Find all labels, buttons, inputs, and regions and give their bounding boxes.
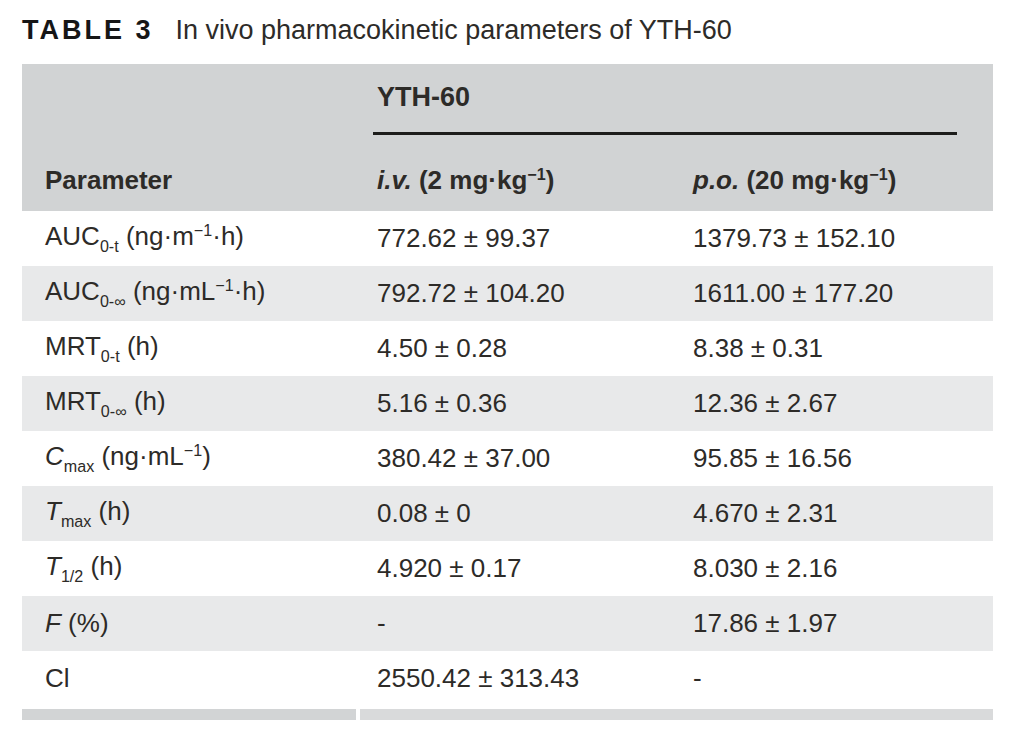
table-body: AUC0-t (ng·m−1·h) 772.62 ± 99.37 1379.73… xyxy=(22,211,993,706)
page: TABLE 3 In vivo pharmacokinetic parameter… xyxy=(0,0,1019,732)
pharmacokinetics-table: YTH-60 Parameter i.v. (2 mg·kg−1) p.o. (… xyxy=(22,64,993,720)
param-cell: Tmax (h) xyxy=(22,496,377,531)
table-header: YTH-60 Parameter i.v. (2 mg·kg−1) p.o. (… xyxy=(22,64,993,211)
col-header-iv: i.v. (2 mg·kg−1) xyxy=(377,165,693,196)
po-value-cell: 8.030 ± 2.16 xyxy=(693,553,993,584)
po-value-cell: 95.85 ± 16.56 xyxy=(693,443,993,474)
column-group-label: YTH-60 xyxy=(377,82,470,113)
param-cell: AUC0-t (ng·m−1·h) xyxy=(22,221,377,256)
table-bottom-rule xyxy=(22,709,993,720)
po-value-cell: 17.86 ± 1.97 xyxy=(693,608,993,639)
iv-value-cell: - xyxy=(377,608,693,639)
iv-value-cell: 772.62 ± 99.37 xyxy=(377,223,693,254)
param-cell: Cmax (ng·mL−1) xyxy=(22,441,377,476)
param-cell: Cl xyxy=(22,663,377,694)
column-group-rule xyxy=(373,132,957,135)
po-value-cell: 1379.73 ± 152.10 xyxy=(693,223,993,254)
iv-value-cell: 4.50 ± 0.28 xyxy=(377,333,693,364)
table-row: AUC0-∞ (ng·mL−1·h) 792.72 ± 104.20 1611.… xyxy=(22,266,993,321)
param-cell: MRT0-t (h) xyxy=(22,331,377,366)
po-value-cell: 12.36 ± 2.67 xyxy=(693,388,993,419)
table-row: MRT0-t (h) 4.50 ± 0.28 8.38 ± 0.31 xyxy=(22,321,993,376)
iv-value-cell: 5.16 ± 0.36 xyxy=(377,388,693,419)
col-header-parameter: Parameter xyxy=(22,165,377,196)
param-cell: F (%) xyxy=(22,608,377,639)
table-row: MRT0-∞ (h) 5.16 ± 0.36 12.36 ± 2.67 xyxy=(22,376,993,431)
po-value-cell: 8.38 ± 0.31 xyxy=(693,333,993,364)
table-caption: In vivo pharmacokinetic parameters of YT… xyxy=(176,15,732,45)
po-value-cell: - xyxy=(693,663,993,694)
table-row: F (%) - 17.86 ± 1.97 xyxy=(22,596,993,651)
table-row: Tmax (h) 0.08 ± 0 4.670 ± 2.31 xyxy=(22,486,993,541)
param-cell: AUC0-∞ (ng·mL−1·h) xyxy=(22,276,377,311)
iv-value-cell: 0.08 ± 0 xyxy=(377,498,693,529)
param-cell: T1/2 (h) xyxy=(22,551,377,586)
iv-value-cell: 2550.42 ± 313.43 xyxy=(377,663,693,694)
table-number: TABLE 3 xyxy=(22,15,154,45)
table-title: TABLE 3 In vivo pharmacokinetic parameter… xyxy=(22,11,732,49)
bottom-rule-right-segment xyxy=(360,709,993,720)
table-row: T1/2 (h) 4.920 ± 0.17 8.030 ± 2.16 xyxy=(22,541,993,596)
table-row: Cmax (ng·mL−1) 380.42 ± 37.00 95.85 ± 16… xyxy=(22,431,993,486)
iv-value-cell: 4.920 ± 0.17 xyxy=(377,553,693,584)
iv-value-cell: 792.72 ± 104.20 xyxy=(377,278,693,309)
param-cell: MRT0-∞ (h) xyxy=(22,386,377,421)
po-value-cell: 1611.00 ± 177.20 xyxy=(693,278,993,309)
col-header-po: p.o. (20 mg·kg−1) xyxy=(693,165,993,196)
table-row: AUC0-t (ng·m−1·h) 772.62 ± 99.37 1379.73… xyxy=(22,211,993,266)
po-value-cell: 4.670 ± 2.31 xyxy=(693,498,993,529)
table-row: Cl 2550.42 ± 313.43 - xyxy=(22,651,993,706)
iv-value-cell: 380.42 ± 37.00 xyxy=(377,443,693,474)
column-header-row: Parameter i.v. (2 mg·kg−1) p.o. (20 mg·k… xyxy=(22,165,993,211)
bottom-rule-left-segment xyxy=(22,709,356,720)
